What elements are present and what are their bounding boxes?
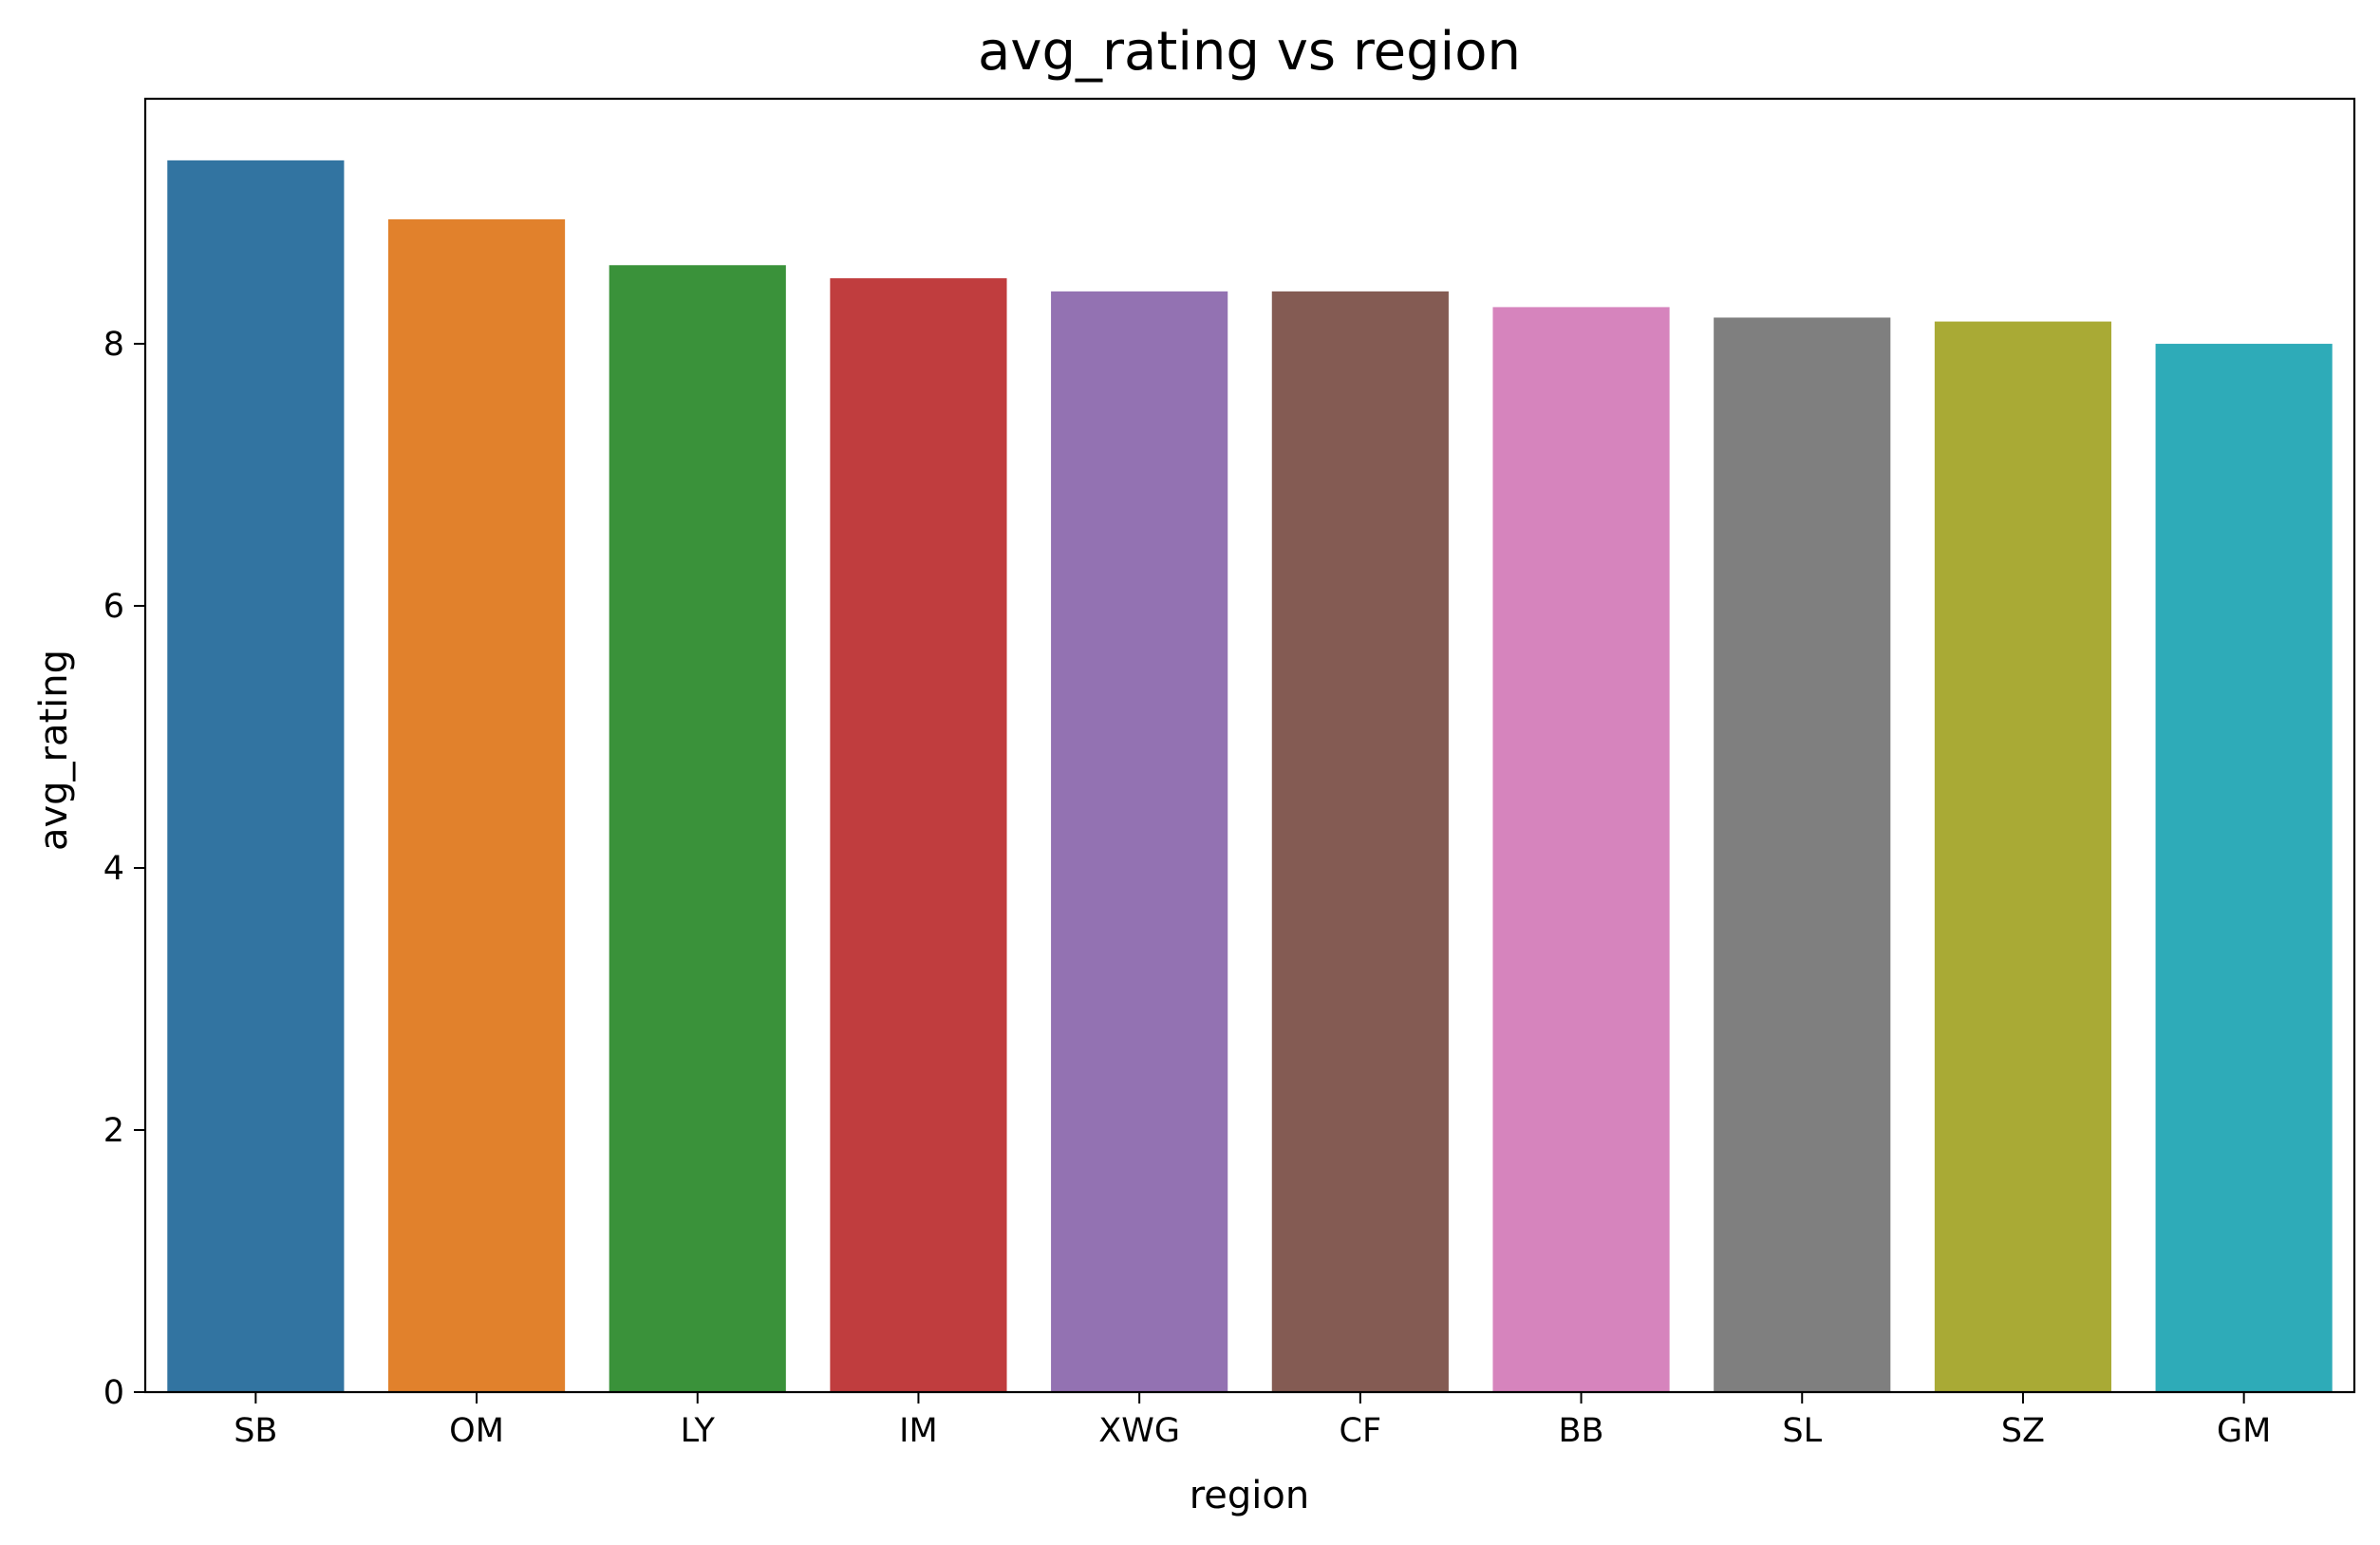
y-tick-label: 6 <box>103 588 124 626</box>
x-tick-label: SL <box>1782 1412 1822 1450</box>
bar-sl <box>1714 317 1891 1393</box>
x-tick-label: XWG <box>1098 1412 1180 1450</box>
bar-xwg <box>1051 291 1228 1392</box>
bar-bb <box>1492 307 1670 1392</box>
x-tick-label: GM <box>2217 1412 2271 1450</box>
x-tick-label: SZ <box>2001 1412 2045 1450</box>
x-tick-label: LY <box>681 1412 716 1450</box>
plot-area-frame <box>143 97 2356 1394</box>
bar-om <box>387 218 566 1393</box>
y-tick-label: 4 <box>103 850 124 888</box>
bar-im <box>830 278 1007 1393</box>
y-tick-label: 8 <box>103 326 124 364</box>
x-tick-label: OM <box>449 1412 504 1450</box>
x-tick-label: SB <box>234 1412 277 1450</box>
y-tick-label: 2 <box>103 1112 124 1150</box>
x-axis-ticks: SB OM LY IM XWG CF BB SL SZ GM <box>234 1392 2271 1450</box>
chart-title: avg_rating vs region <box>978 21 1521 83</box>
y-tick-label: 0 <box>103 1374 124 1412</box>
bar-sb <box>167 160 345 1392</box>
x-tick-label: BB <box>1559 1412 1604 1450</box>
y-axis-ticks: 0 2 4 6 8 <box>103 326 145 1412</box>
bar-sz <box>1934 321 2112 1393</box>
x-tick-label: IM <box>899 1412 938 1450</box>
bars-group <box>167 160 2333 1393</box>
bar-gm <box>2155 344 2333 1393</box>
x-tick-label: CF <box>1340 1412 1382 1450</box>
y-axis-label: avg_rating <box>32 650 76 851</box>
bar-ly <box>609 265 786 1392</box>
x-axis-label: region <box>1190 1474 1310 1517</box>
bar-cf <box>1271 291 1449 1392</box>
